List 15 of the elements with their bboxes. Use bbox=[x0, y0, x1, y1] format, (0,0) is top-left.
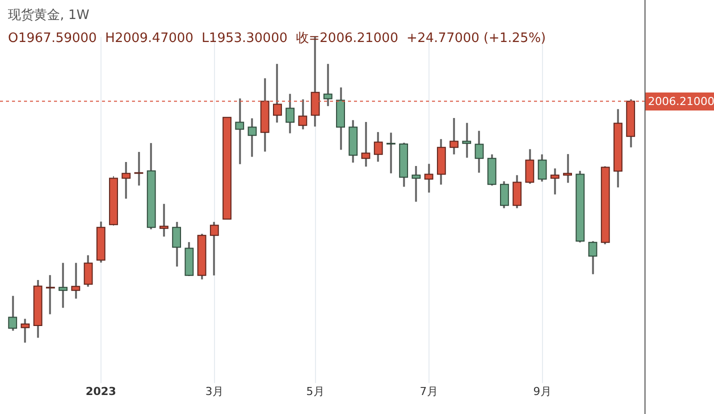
chart-title: 现货黄金, 1W bbox=[8, 8, 90, 23]
x-tick-label: 5月 bbox=[306, 385, 324, 398]
candlestick bbox=[412, 166, 421, 202]
text: 2006.21000 bbox=[648, 95, 714, 108]
x-tick-label: 2023 bbox=[86, 385, 116, 398]
candlestick bbox=[134, 152, 144, 186]
candlestick bbox=[386, 132, 396, 174]
candlestick bbox=[46, 275, 55, 314]
x-tick-label: 3月 bbox=[205, 385, 224, 398]
candlestick bbox=[222, 116, 232, 220]
chart-subtitle: O1967.59000 H2009.47000 L1953.30000 收=2006.21000 +24.77000 (+1.25%) bbox=[8, 31, 546, 46]
x-tick-label: 9月 bbox=[533, 385, 552, 398]
candlestick bbox=[58, 262, 68, 308]
candlestick bbox=[563, 154, 572, 183]
x-tick-label: 7月 bbox=[420, 385, 438, 398]
